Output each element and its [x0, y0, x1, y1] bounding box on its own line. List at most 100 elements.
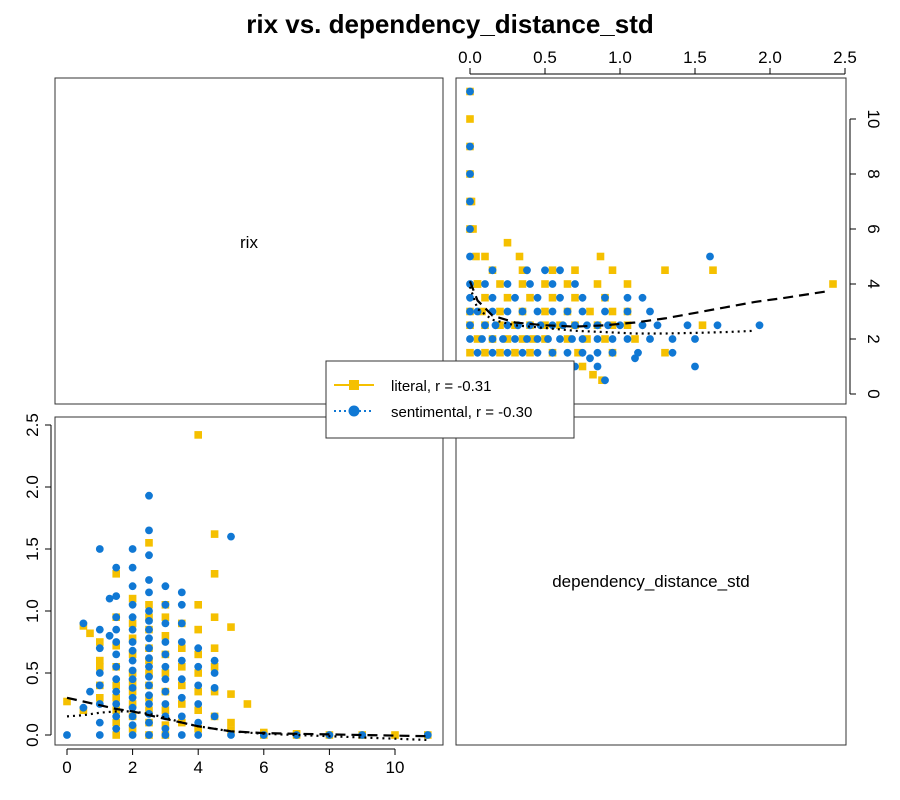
point-sentimental-upper-17	[593, 348, 602, 357]
axis-left-label-0: 0.0	[23, 723, 42, 747]
point-sentimental-lower-63	[161, 600, 170, 609]
point-literal-upper-73	[548, 266, 557, 274]
point-sentimental-upper-90	[541, 266, 549, 275]
point-sentimental-upper-14	[668, 348, 677, 357]
point-literal-lower-72	[210, 644, 219, 652]
point-literal-upper-31	[529, 335, 537, 343]
point-sentimental-lower-56	[145, 681, 153, 690]
point-literal-upper-74	[518, 266, 527, 274]
point-sentimental-upper-45	[683, 321, 692, 330]
point-literal-upper-35	[473, 335, 482, 343]
point-sentimental-upper-67	[548, 307, 557, 316]
point-sentimental-upper-64	[601, 307, 609, 316]
point-sentimental-upper-87	[481, 280, 489, 288]
axis-right-label-4: 8	[864, 169, 883, 178]
point-literal-upper-3	[472, 252, 480, 261]
point-sentimental-lower-89	[210, 656, 219, 665]
point-literal-upper-70	[661, 266, 669, 274]
axis-right-label-5: 10	[864, 110, 883, 129]
point-literal-upper-26	[631, 335, 639, 343]
point-sentimental-lower-76	[177, 619, 186, 628]
axis-bottom-label-2: 4	[193, 758, 202, 777]
legend-box	[325, 360, 575, 439]
point-literal-upper-59	[503, 293, 512, 302]
point-literal-lower-71	[210, 613, 219, 621]
point-literal-upper-76	[596, 252, 605, 261]
point-sentimental-lower-33	[128, 646, 137, 655]
point-sentimental-lower-67	[161, 662, 170, 671]
point-sentimental-lower-54	[145, 662, 153, 671]
point-sentimental-lower-32	[128, 638, 137, 646]
point-sentimental-upper-99	[466, 87, 474, 96]
point-sentimental-upper-26	[691, 335, 699, 343]
point-sentimental-upper-52	[571, 321, 579, 330]
point-literal-lower-53	[161, 706, 170, 714]
point-sentimental-upper-34	[556, 335, 564, 343]
point-sentimental-lower-40	[128, 712, 137, 721]
point-sentimental-lower-78	[177, 656, 186, 665]
point-sentimental-upper-5	[593, 362, 602, 371]
axis-bottom-label-3: 6	[259, 758, 268, 777]
point-sentimental-upper-30	[608, 335, 617, 343]
point-literal-upper-77	[515, 252, 524, 261]
point-sentimental-upper-22	[518, 348, 527, 357]
point-sentimental-lower-47	[145, 588, 153, 597]
axis-bottom-label-1: 2	[128, 758, 137, 777]
point-sentimental-lower-65	[161, 638, 170, 646]
point-sentimental-upper-44	[713, 321, 722, 330]
legend-marker-sentimental	[348, 405, 360, 417]
point-sentimental-lower-80	[177, 693, 186, 702]
point-sentimental-upper-94	[466, 252, 474, 261]
point-literal-upper-56	[571, 293, 579, 302]
point-literal-upper-25	[466, 348, 474, 357]
point-literal-upper-13	[578, 362, 587, 371]
point-sentimental-lower-49	[145, 617, 153, 625]
point-sentimental-lower-87	[194, 718, 203, 727]
point-literal-lower-57	[178, 663, 186, 671]
point-literal-upper-63	[593, 280, 602, 288]
point-literal-upper-53	[496, 307, 504, 316]
point-literal-upper-49	[586, 307, 594, 316]
point-sentimental-upper-59	[491, 321, 500, 330]
point-sentimental-upper-60	[481, 321, 489, 330]
axis-left-label-2: 1.0	[23, 599, 42, 623]
point-literal-lower-76	[227, 623, 235, 631]
point-literal-upper-64	[563, 280, 572, 288]
point-literal-lower-66	[194, 687, 202, 696]
point-sentimental-lower-51	[145, 634, 153, 643]
point-literal-lower-68	[194, 725, 202, 733]
point-sentimental-lower-42	[128, 731, 137, 739]
point-sentimental-lower-58	[145, 700, 153, 708]
legend-marker-literal	[349, 380, 359, 390]
point-sentimental-upper-21	[533, 348, 542, 357]
point-literal-upper-79	[503, 238, 512, 247]
point-literal-upper-62	[623, 280, 632, 288]
point-literal-upper-51	[541, 307, 549, 316]
point-sentimental-upper-2	[601, 376, 609, 385]
point-literal-upper-19	[574, 348, 582, 357]
point-sentimental-lower-94	[227, 731, 235, 739]
point-sentimental-upper-82	[466, 293, 474, 302]
point-sentimental-lower-93	[227, 532, 235, 541]
point-sentimental-lower-6	[95, 644, 104, 653]
point-sentimental-lower-13	[105, 631, 114, 640]
point-sentimental-lower-22	[112, 687, 121, 696]
point-sentimental-lower-52	[145, 644, 153, 653]
point-literal-lower-23	[112, 706, 120, 714]
point-sentimental-lower-29	[128, 600, 137, 609]
point-sentimental-lower-86	[194, 700, 203, 708]
point-sentimental-lower-20	[112, 662, 121, 671]
point-sentimental-lower-48	[145, 607, 153, 615]
point-sentimental-lower-66	[161, 650, 170, 659]
point-sentimental-upper-84	[548, 280, 557, 288]
point-literal-upper-23	[496, 348, 504, 357]
point-sentimental-upper-31	[593, 335, 602, 343]
point-sentimental-upper-73	[466, 307, 474, 316]
point-literal-lower-58	[178, 681, 186, 690]
point-sentimental-lower-99	[423, 731, 432, 739]
point-literal-upper-69	[709, 266, 717, 274]
point-sentimental-lower-16	[112, 613, 121, 622]
point-literal-lower-37	[145, 601, 153, 609]
chart-title: rix vs. dependency_distance_std	[246, 9, 654, 39]
